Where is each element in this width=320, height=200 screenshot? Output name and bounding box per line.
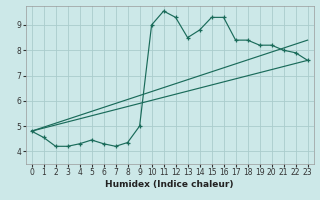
X-axis label: Humidex (Indice chaleur): Humidex (Indice chaleur) xyxy=(105,180,234,189)
